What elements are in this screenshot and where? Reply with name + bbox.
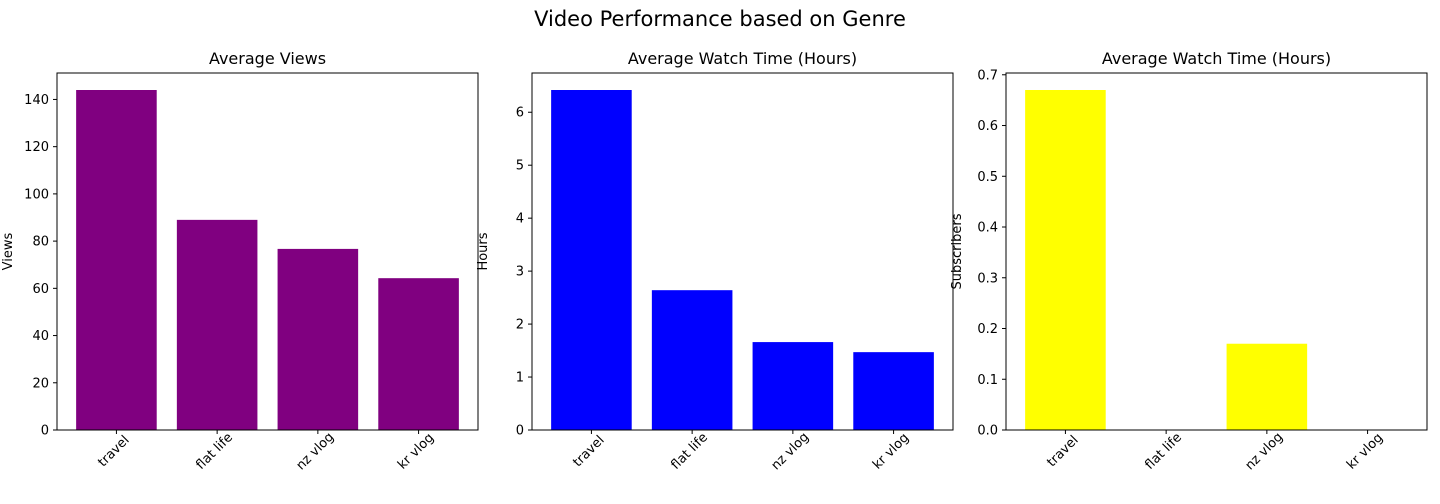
chart-1-axes-frame [531,72,954,431]
chart-1-ytick-label: 6 [516,106,524,121]
chart-0-ytick-label: 60 [32,282,49,297]
chart-1-ytick-label: 0 [516,424,524,439]
chart-2-ytick-label: 0.4 [977,221,998,236]
chart-2-ytick-label: 0.3 [977,271,998,286]
chart-0-xtick-label-flat-life: flat life [193,430,236,473]
chart-1-xtick-label-kr-vlog: kr vlog [870,430,912,472]
chart-1-bar-travel [551,90,632,430]
chart-1-xtick-label-travel: travel [570,433,607,470]
chart-0-ytick-label: 140 [24,93,49,108]
chart-0-title: Average Views [209,49,326,68]
chart-1-bar-flat-life [651,290,733,430]
chart-0-xtick-label-nz-vlog: nz vlog [294,430,338,474]
chart-0-ytick-label: 20 [32,376,49,391]
chart-0-bar-kr-vlog [378,278,459,430]
subplot-average-watch-time: Average Watch Time (Hours) 0 1 2 3 4 5 6 travel f… [476,49,954,474]
chart-2-xtick-label-kr-vlog: kr vlog [1344,430,1386,472]
chart-1-ytick-label: 2 [516,318,524,333]
chart-0-ytick-label: 120 [24,140,49,155]
chart-0-ytick-label: 100 [24,187,49,202]
chart-2-bar-nz-vlog [1226,343,1308,430]
chart-2-ylabel: Subscribers [950,213,965,289]
chart-2-ytick-label: 0.0 [977,424,998,439]
chart-2-ytick-label: 0.2 [977,322,998,337]
chart-0-xtick-label-kr-vlog: kr vlog [395,430,437,472]
chart-2-title: Average Watch Time (Hours) [1102,49,1331,68]
chart-1-ytick-label: 3 [516,265,524,280]
chart-0-ytick-label: 40 [32,329,49,344]
chart-2-ytick-label: 0.7 [977,68,998,83]
figure-title: Video Performance based on Genre [534,7,906,31]
chart-0-axes-frame [56,72,479,431]
chart-0-bar-flat-life [176,219,258,430]
chart-0-bar-travel [76,90,157,430]
chart-1-ylabel: Hours [476,232,491,270]
chart-2-xtick-label-travel: travel [1044,433,1081,470]
chart-2-ytick-label: 0.5 [977,170,998,185]
chart-1-bar-nz-vlog [752,342,834,430]
chart-1-ytick-label: 5 [516,159,524,174]
chart-2-ytick-label: 0.6 [977,119,998,134]
chart-1-title: Average Watch Time (Hours) [628,49,857,68]
chart-2-ytick-label: 0.1 [977,373,998,388]
chart-0-ytick-label: 80 [32,235,49,250]
chart-0-ylabel: Views [1,232,16,270]
chart-2-bar-travel [1025,90,1106,430]
chart-0-ytick-label: 0 [41,424,49,439]
subplot-subscribers: Average Watch Time (Hours) 0.0 0.1 0.2 0.3 0.… [950,49,1428,474]
chart-1-xtick-label-flat-life: flat life [668,430,711,473]
chart-2-xtick-label-nz-vlog: nz vlog [1243,430,1287,474]
subplot-average-views: Average Views 0 20 40 60 80 100 120 140 travel fla… [1,49,479,474]
chart-0-xtick-label-travel: travel [95,433,132,470]
chart-0-bar-nz-vlog [277,248,359,430]
chart-1-ytick-label: 1 [516,371,524,386]
chart-1-xtick-label-nz-vlog: nz vlog [769,430,813,474]
chart-2-axes-frame [1005,72,1428,431]
chart-1-ytick-label: 4 [516,212,524,227]
chart-1-bar-kr-vlog [853,352,934,430]
chart-2-xtick-label-flat-life: flat life [1142,430,1185,473]
